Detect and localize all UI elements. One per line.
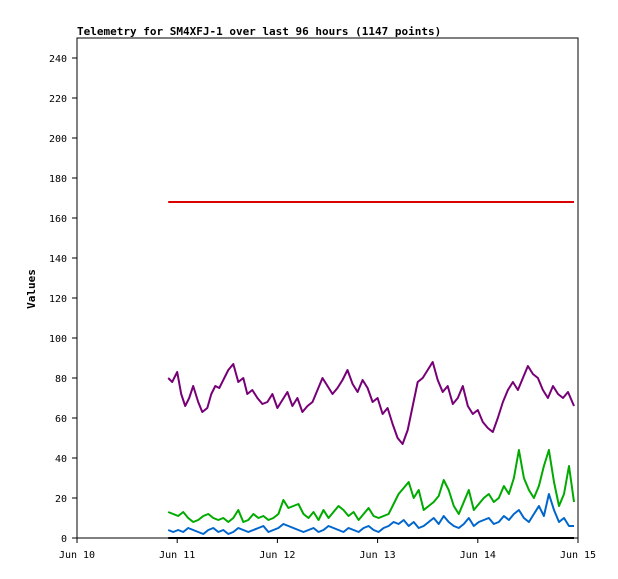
x-tick-label: Jun 12 bbox=[259, 550, 295, 561]
y-axis-label: Values bbox=[25, 269, 38, 309]
x-axis: Jun 10 Jun 11 Jun 12 Jun 13 Jun 14 Jun 15 bbox=[59, 538, 596, 561]
y-tick-label: 0 bbox=[61, 534, 67, 545]
y-tick-label: 240 bbox=[49, 54, 67, 65]
y-tick-label: 20 bbox=[55, 494, 67, 505]
y-tick-label: 100 bbox=[49, 334, 67, 345]
y-tick-label: 80 bbox=[55, 374, 67, 385]
y-tick-label: 140 bbox=[49, 254, 67, 265]
plot-frame bbox=[76, 37, 579, 539]
y-tick-label: 180 bbox=[49, 174, 67, 185]
y-tick-label: 120 bbox=[49, 294, 67, 305]
series-line-1 bbox=[167, 361, 575, 445]
x-tick-label: Jun 11 bbox=[159, 550, 195, 561]
series-line-2 bbox=[167, 449, 575, 523]
series-line-3 bbox=[167, 493, 574, 535]
x-tick-label: Jun 15 bbox=[560, 550, 596, 561]
x-tick-label: Jun 10 bbox=[59, 550, 95, 561]
y-tick-label: 40 bbox=[55, 454, 67, 465]
y-tick-label: 220 bbox=[49, 94, 67, 105]
x-tick-label: Jun 13 bbox=[360, 550, 396, 561]
y-tick-label: 200 bbox=[49, 134, 67, 145]
y-axis: 0 20 40 60 80 100 120 140 160 180 200 220 240 bbox=[49, 54, 77, 545]
y-tick-label: 60 bbox=[55, 414, 67, 425]
series-group bbox=[167, 201, 575, 539]
chart-title: Telemetry for SM4XFJ-1 over last 96 hour… bbox=[77, 25, 441, 38]
y-tick-label: 160 bbox=[49, 214, 67, 225]
x-tick-label: Jun 14 bbox=[460, 550, 496, 561]
